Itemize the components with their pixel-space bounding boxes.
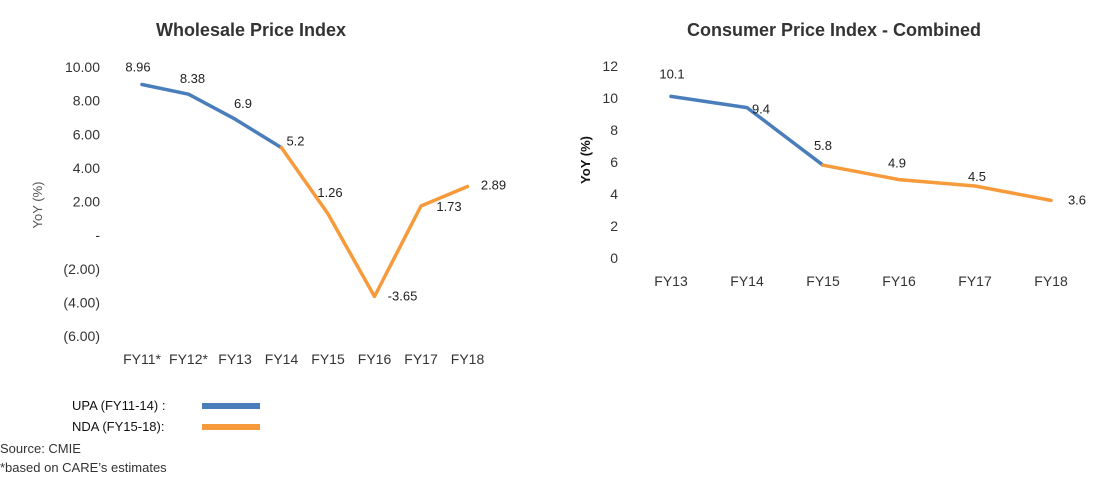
wpi-x-tick-label: FY14 [265, 351, 299, 367]
cpi-x-tick-label: FY14 [730, 273, 764, 289]
wpi-y-tick-label: (2.00) [63, 261, 100, 277]
cpi-data-label: 4.9 [888, 156, 906, 171]
wpi-x-tick-label: FY11* [123, 351, 161, 367]
cpi-data-labels: 10.1 9.4 5.8 4.9 4.5 3.6 [659, 66, 1086, 207]
wpi-y-tick-label: - [95, 227, 100, 243]
cpi-data-label: 5.8 [814, 138, 832, 153]
wpi-chart: Wholesale Price Index YoY (%) 10.00 8.00 6… [30, 20, 506, 367]
wpi-x-tick-label: FY13 [218, 351, 252, 367]
wpi-data-label: 2.89 [481, 178, 506, 193]
wpi-y-axis-label: YoY (%) [30, 182, 45, 229]
legend-label-nda: NDA (FY15-18): [72, 419, 164, 434]
wpi-y-tick-label: (6.00) [63, 328, 100, 344]
cpi-y-ticks: 12 10 8 6 4 2 0 [602, 58, 618, 266]
wpi-data-label: -3.65 [388, 288, 418, 303]
cpi-x-ticks: FY13 FY14 FY15 FY16 FY17 FY18 [654, 273, 1068, 289]
cpi-data-label: 3.6 [1068, 192, 1086, 207]
wpi-data-labels: 8.96 8.38 6.9 5.2 1.26 -3.65 1.73 2.89 [125, 59, 506, 303]
cpi-data-label: 10.1 [659, 66, 684, 81]
wpi-x-tick-label: FY17 [404, 351, 438, 367]
wpi-y-tick-label: 8.00 [73, 93, 100, 109]
cpi-y-axis-label: YoY (%) [578, 136, 593, 184]
source-note: Source: CMIE [0, 441, 81, 456]
wpi-data-label: 1.26 [317, 185, 342, 200]
cpi-data-label: 9.4 [752, 102, 770, 117]
cpi-chart-title: Consumer Price Index - Combined [687, 20, 981, 40]
wpi-series-lines [140, 82, 470, 299]
cpi-y-tick-label: 10 [602, 90, 618, 106]
wpi-y-ticks: 10.00 8.00 6.00 4.00 2.00 - (2.00) (4.00) (6.00) [63, 59, 100, 344]
cpi-y-tick-label: 12 [602, 58, 618, 74]
wpi-x-tick-label: FY15 [311, 351, 345, 367]
wpi-y-tick-label: 10.00 [65, 59, 100, 75]
cpi-y-tick-label: 2 [610, 218, 618, 234]
wpi-y-tick-label: 6.00 [73, 126, 100, 142]
cpi-series-line-upa [669, 94, 825, 167]
cpi-y-tick-label: 8 [610, 122, 618, 138]
wpi-x-tick-label: FY16 [358, 351, 392, 367]
cpi-y-tick-label: 6 [610, 154, 618, 170]
legend-item-upa: UPA (FY11-14) : [72, 398, 260, 413]
footnote: *based on CARE’s estimates [0, 460, 167, 475]
wpi-x-tick-label: FY12* [169, 351, 208, 367]
wpi-data-label: 8.96 [125, 59, 150, 74]
cpi-series-lines [669, 94, 1053, 203]
cpi-y-tick-label: 0 [610, 250, 618, 266]
legend: UPA (FY11-14) : NDA (FY15-18): [72, 398, 260, 434]
cpi-series-line-nda [821, 163, 1053, 203]
wpi-x-tick-label: FY18 [451, 351, 485, 367]
cpi-chart: Consumer Price Index - Combined YoY (%) … [578, 20, 1086, 289]
wpi-data-label: 6.9 [234, 96, 252, 111]
legend-label-upa: UPA (FY11-14) : [72, 398, 165, 413]
cpi-x-tick-label: FY17 [958, 273, 992, 289]
wpi-series-line-upa [140, 82, 284, 150]
wpi-series-line-nda [279, 145, 470, 299]
cpi-x-tick-label: FY16 [882, 273, 916, 289]
cpi-x-tick-label: FY18 [1034, 273, 1068, 289]
wpi-data-label: 8.38 [180, 71, 205, 86]
wpi-y-tick-label: (4.00) [63, 294, 100, 310]
wpi-y-tick-label: 2.00 [73, 194, 100, 210]
wpi-data-label: 5.2 [286, 134, 304, 149]
wpi-data-label: 1.73 [436, 199, 461, 214]
cpi-x-tick-label: FY15 [806, 273, 840, 289]
wpi-y-tick-label: 4.00 [73, 160, 100, 176]
wpi-x-ticks: FY11* FY12* FY13 FY14 FY15 FY16 FY17 FY18 [123, 351, 484, 367]
legend-item-nda: NDA (FY15-18): [72, 419, 260, 434]
cpi-x-tick-label: FY13 [654, 273, 688, 289]
wpi-chart-title: Wholesale Price Index [156, 20, 346, 40]
cpi-data-label: 4.5 [968, 169, 986, 184]
cpi-y-tick-label: 4 [610, 186, 618, 202]
